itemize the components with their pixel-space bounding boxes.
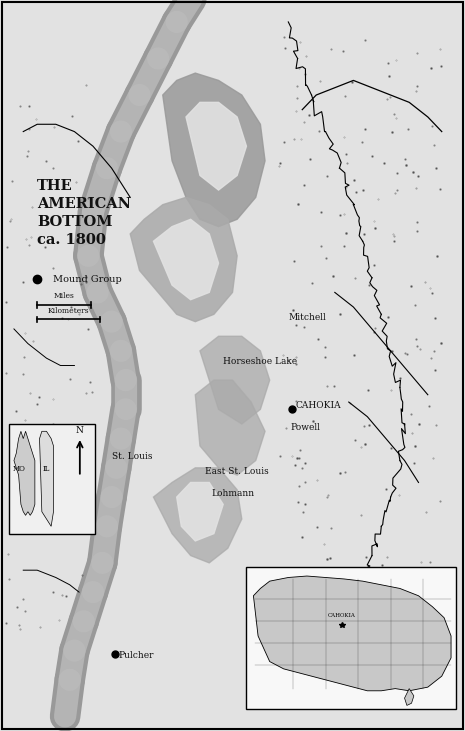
Text: N: N: [76, 426, 84, 435]
Text: Pulcher: Pulcher: [119, 651, 154, 660]
Text: CAHOKIA: CAHOKIA: [328, 613, 356, 618]
Polygon shape: [14, 431, 35, 515]
Polygon shape: [253, 576, 451, 691]
Text: East St. Louis: East St. Louis: [205, 467, 268, 476]
Bar: [246, 567, 456, 709]
Polygon shape: [40, 431, 53, 526]
Text: Lohmann: Lohmann: [212, 489, 255, 498]
Polygon shape: [200, 336, 270, 424]
Polygon shape: [405, 689, 414, 705]
Polygon shape: [177, 482, 223, 541]
Text: St. Louis: St. Louis: [112, 452, 152, 461]
Text: Powell: Powell: [291, 423, 320, 432]
Polygon shape: [153, 219, 219, 300]
Polygon shape: [163, 73, 265, 227]
Text: Miles: Miles: [54, 292, 74, 300]
Text: Horseshoe Lake: Horseshoe Lake: [223, 357, 297, 366]
Text: IL: IL: [43, 466, 50, 474]
Text: MO: MO: [13, 466, 26, 474]
Bar: [9, 424, 95, 534]
Polygon shape: [186, 102, 246, 190]
Text: Kilometers: Kilometers: [48, 307, 90, 315]
Polygon shape: [130, 197, 237, 322]
Text: THE
AMERICAN
BOTTOM
ca. 1800: THE AMERICAN BOTTOM ca. 1800: [37, 179, 131, 246]
Polygon shape: [153, 468, 242, 563]
Text: CAHOKIA: CAHOKIA: [295, 401, 341, 410]
Polygon shape: [195, 380, 265, 475]
Text: Mound Group: Mound Group: [53, 275, 122, 284]
Text: Mitchell: Mitchell: [288, 314, 326, 322]
